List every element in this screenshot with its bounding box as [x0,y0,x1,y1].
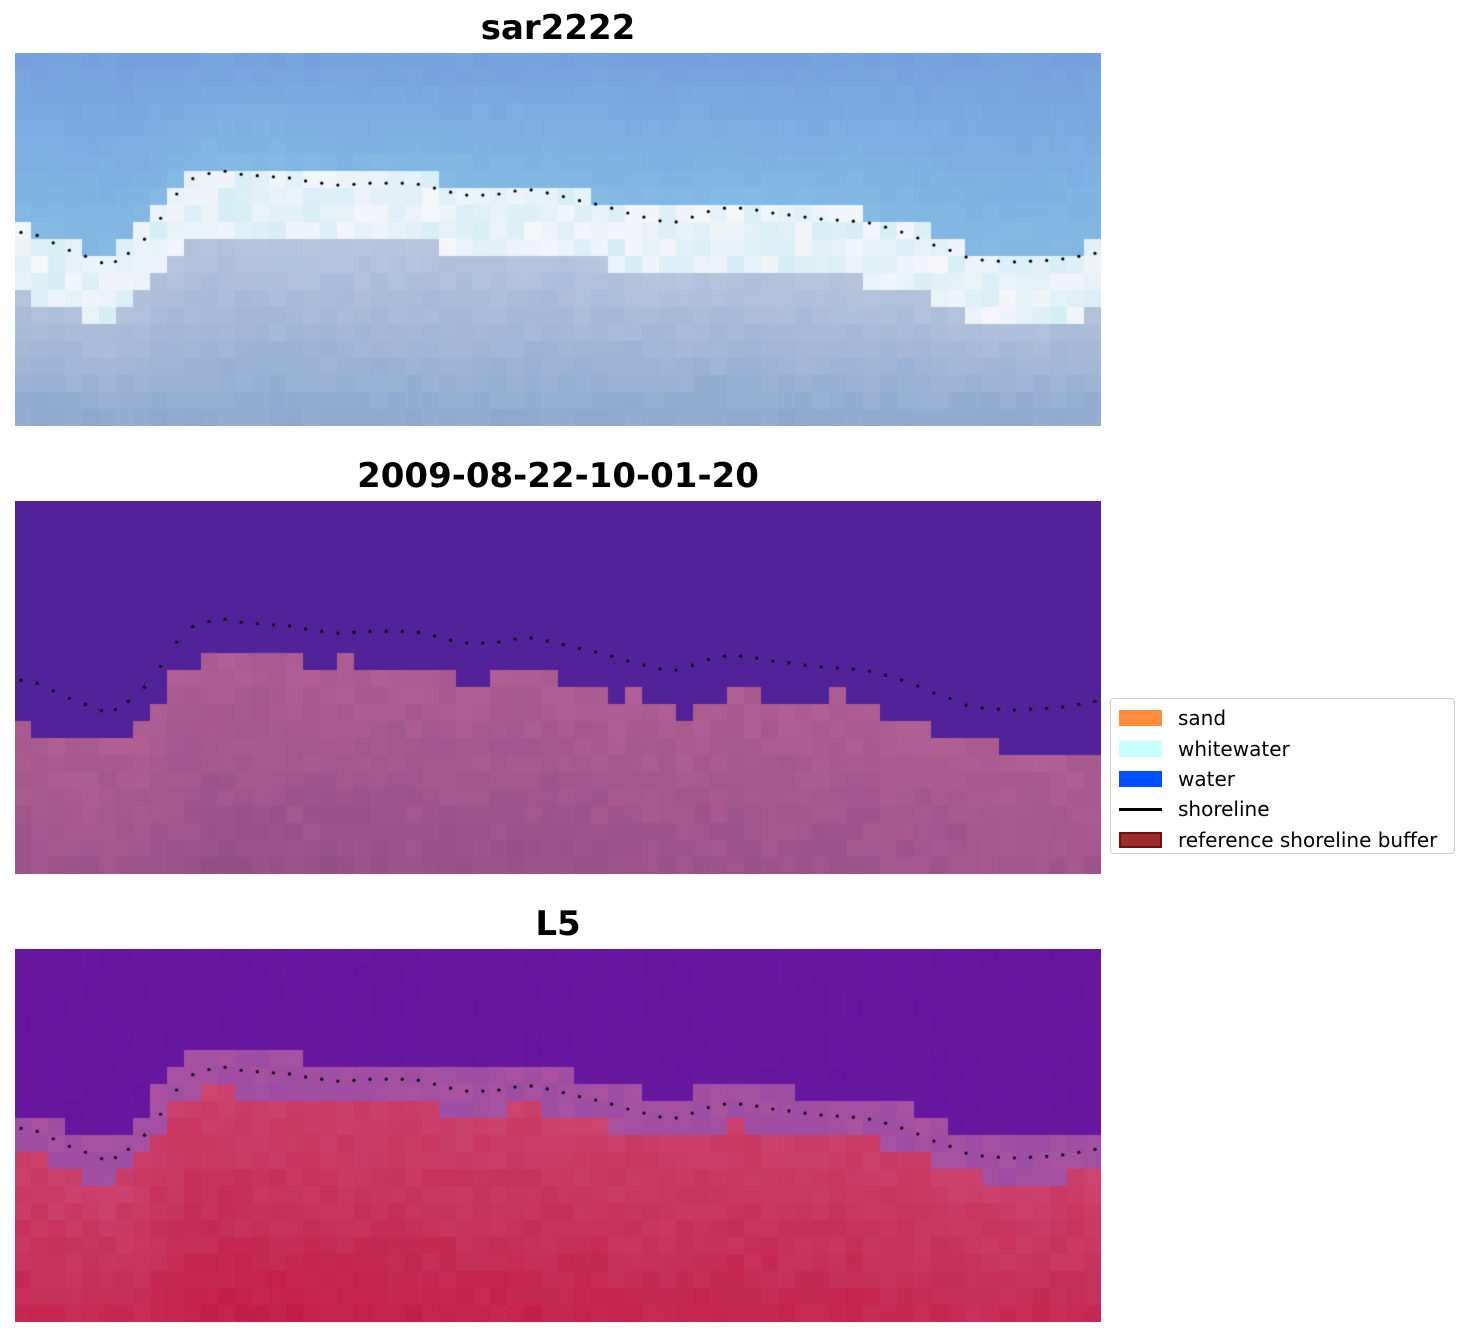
panel-title-rgb: sar2222 [480,8,636,48]
legend-item-water: water [1119,764,1454,794]
legend-label: sand [1178,706,1227,731]
legend: sand whitewater water shoreline referenc… [1110,698,1455,854]
water-swatch-icon [1119,770,1162,787]
panel-title-classified: 2009-08-22-10-01-20 [357,456,759,496]
shoreline-line-icon [1119,807,1162,811]
legend-item-shoreline: shoreline [1119,794,1454,824]
rgb-image-panel [15,53,1101,426]
legend-item-whitewater: whitewater [1119,733,1454,763]
classified-image-panel [15,501,1101,874]
legend-item-sand: sand [1119,703,1454,733]
legend-item-reference-buffer: reference shoreline buffer [1119,825,1454,855]
index-image-panel [15,949,1101,1322]
legend-label: shoreline [1178,797,1270,822]
legend-label: reference shoreline buffer [1178,827,1438,852]
panel-title-index: L5 [535,904,581,944]
buffer-swatch-icon [1119,831,1162,848]
whitewater-swatch-icon [1119,740,1162,757]
legend-label: whitewater [1178,736,1290,761]
sand-swatch-icon [1119,710,1162,727]
legend-label: water [1178,766,1235,791]
